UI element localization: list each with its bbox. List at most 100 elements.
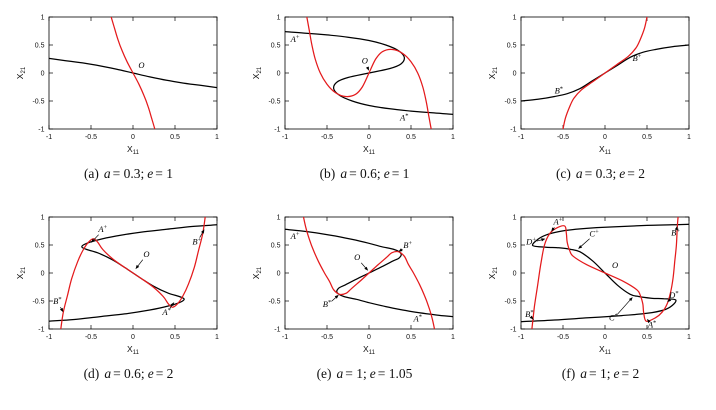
x-tick-label: -1 — [46, 334, 52, 341]
y-tick-label: 0 — [513, 70, 517, 77]
subplot-b: -1 -0.5 0 0.5 1 -1 -0.5 0 0.5 1 X11 X21 A+ O A* (b) a = … — [242, 10, 476, 182]
y-tick-label: -1 — [274, 126, 280, 133]
annotation-arrowhead — [201, 229, 205, 234]
curves — [521, 217, 689, 329]
y-tick-label: 0 — [277, 270, 281, 277]
x-tick-label: -0.5 — [321, 334, 333, 341]
red-nullcline-curve — [302, 217, 436, 329]
annotations: A+ O B+ A* B* — [53, 224, 205, 317]
y-tick-label: 1 — [513, 14, 517, 21]
axis-ticks: -1 -0.5 0 0.5 1 -1 -0.5 0 0.5 1 — [32, 14, 219, 141]
x-tick-label: -0.5 — [557, 334, 569, 341]
x-tick-label: 0 — [131, 134, 135, 141]
y-tick-label: 0 — [513, 270, 517, 277]
annotation-arrow — [617, 299, 631, 315]
x-tick-label: 1 — [687, 334, 691, 341]
caption-index: (f) — [561, 366, 576, 381]
subplot-grid: -1 -0.5 0 0.5 1 -1 -0.5 0 0.5 1 X11 X21 O (a) a = 0.3;… — [6, 10, 712, 382]
annotation-arrow — [331, 296, 337, 302]
caption-d: (d) a = 0.6; e = 2 — [70, 366, 177, 382]
y-axis-label: X21 — [251, 266, 263, 279]
curves — [49, 17, 217, 129]
y-tick-label: -1 — [38, 326, 44, 333]
x-axis-label: X11 — [599, 144, 612, 156]
y-tick-label: 0.5 — [271, 242, 281, 249]
y-tick-label: 1 — [513, 214, 517, 221]
caption-value-a: = 1; — [589, 366, 611, 381]
plot-canvas-d: -1 -0.5 0 0.5 1 -1 -0.5 0 0.5 1 X11 X21 A+ O B+ A* B* — [15, 214, 219, 356]
y-tick-label: 1 — [41, 214, 45, 221]
equilibrium-label-B+: B+ — [671, 227, 680, 237]
equilibrium-label-B*: B* — [53, 296, 61, 306]
annotation-arrow — [360, 262, 367, 269]
annotation-arrowhead — [398, 248, 403, 252]
annotation-arrowhead — [674, 226, 678, 231]
annotation-arrowhead — [647, 318, 651, 324]
annotation-arrowhead — [170, 302, 175, 307]
equilibrium-label-A+: A+ — [290, 231, 300, 241]
caption-e: (e) a = 1; e = 1.05 — [303, 366, 416, 382]
equilibrium-label-A+: A+ — [290, 34, 300, 44]
x-tick-label: 0.5 — [170, 134, 180, 141]
caption-param-a: a — [580, 366, 587, 381]
annotations: A+ B+ O B* A* — [290, 231, 422, 324]
x-tick-label: 0.5 — [406, 134, 416, 141]
y-tick-label: -0.5 — [268, 98, 280, 105]
annotation-arrowhead — [91, 238, 95, 243]
caption-value-a: = 1; — [345, 366, 367, 381]
red-nullcline-curve — [562, 17, 648, 129]
caption-param-a: a — [104, 366, 112, 381]
caption-value-a: = 0.3; — [112, 166, 145, 181]
plot-canvas-e: -1 -0.5 0 0.5 1 -1 -0.5 0 0.5 1 X11 X21 A+ B+ O B* A* — [251, 214, 455, 356]
x-axis-label: X11 — [127, 144, 140, 156]
equilibrium-label-B*: B* — [323, 299, 331, 309]
x-tick-label: 1 — [451, 334, 455, 341]
equilibrium-label-O: O — [138, 60, 144, 70]
y-axis-label: X21 — [15, 66, 27, 79]
annotation-arrow — [137, 259, 144, 267]
equilibrium-label-O: O — [143, 249, 149, 259]
y-tick-label: 0.5 — [507, 42, 517, 49]
x-tick-label: -0.5 — [85, 334, 97, 341]
annotation-arrowhead — [59, 307, 64, 313]
annotations: A+ C+ B+ D+ O D* B* C* A* — [525, 216, 680, 329]
annotations: A+ O A* — [290, 34, 409, 122]
equilibrium-label-A*: A* — [399, 113, 408, 123]
caption-index: (b) — [319, 166, 336, 181]
caption-a: (a) a = 0.3; e = 1 — [70, 166, 176, 182]
equilibrium-label-D+: D+ — [525, 236, 536, 246]
equilibrium-label-B+: B+ — [403, 240, 412, 250]
x-axis-label: X11 — [363, 344, 376, 356]
caption-value-e: = 2 — [627, 166, 646, 181]
caption-value-e: = 2 — [621, 366, 640, 381]
x-tick-label: -1 — [518, 134, 524, 141]
y-tick-label: -1 — [274, 326, 280, 333]
x-tick-label: 0 — [131, 334, 135, 341]
x-tick-label: 0.5 — [406, 334, 416, 341]
curves — [285, 17, 453, 129]
caption-param-a: a — [575, 166, 583, 181]
y-tick-label: 0.5 — [507, 242, 517, 249]
y-tick-label: 0.5 — [35, 42, 45, 49]
x-tick-label: 0 — [603, 134, 607, 141]
annotations: O — [138, 60, 144, 70]
y-tick-label: 0.5 — [35, 242, 45, 249]
y-tick-label: -0.5 — [32, 98, 44, 105]
y-tick-label: -1 — [510, 126, 516, 133]
y-tick-label: 1 — [277, 14, 281, 21]
subplot-c: -1 -0.5 0 0.5 1 -1 -0.5 0 0.5 1 X11 X21 B* B+ (c) a = 0… — [478, 10, 712, 182]
caption-param-a: a — [336, 366, 344, 381]
x-tick-label: -0.5 — [321, 134, 333, 141]
equilibrium-label-C+: C+ — [589, 229, 599, 239]
x-tick-label: 0 — [367, 334, 371, 341]
y-tick-label: -1 — [510, 326, 516, 333]
equilibrium-label-A*: A* — [412, 314, 421, 324]
caption-param-e: e — [147, 166, 154, 181]
equilibrium-label-B*: B* — [555, 86, 563, 96]
x-tick-label: 0 — [367, 134, 371, 141]
x-tick-label: 0.5 — [642, 334, 652, 341]
caption-value-a: = 0.6; — [113, 366, 145, 381]
y-tick-label: 1 — [41, 14, 45, 21]
red-nullcline-curve — [110, 17, 156, 129]
x-tick-label: 1 — [215, 134, 219, 141]
